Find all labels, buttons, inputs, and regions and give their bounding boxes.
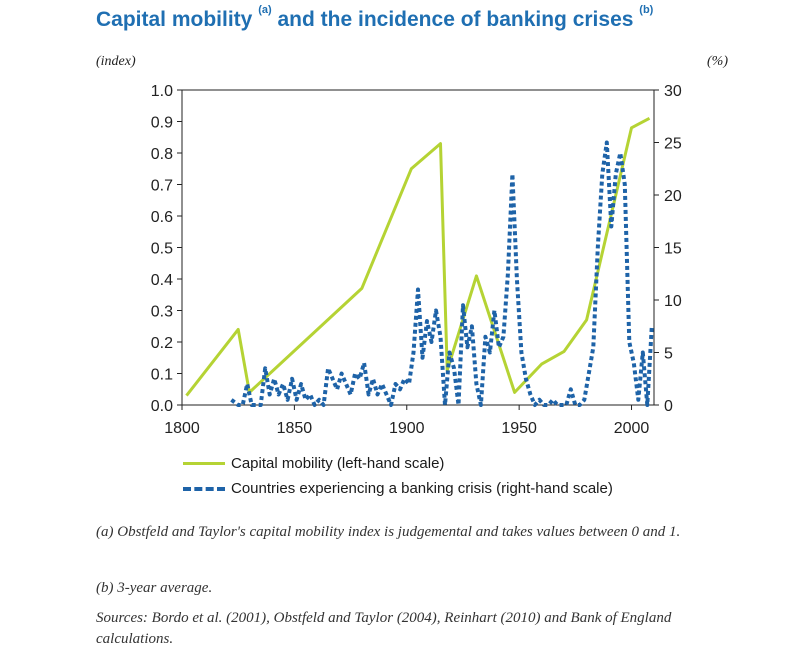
legend-item-capital-mobility: Capital mobility (left-hand scale) bbox=[183, 455, 444, 472]
legend-label-banking-crisis: Countries experiencing a banking crisis … bbox=[231, 480, 613, 497]
right-tick-label: 10 bbox=[664, 293, 682, 310]
left-tick-label: 0.0 bbox=[151, 398, 173, 415]
left-tick-label: 0.4 bbox=[151, 272, 173, 289]
footnote-b: (b) 3-year average. bbox=[96, 580, 213, 596]
right-tick-label: 20 bbox=[664, 188, 682, 205]
plot-frame bbox=[181, 89, 655, 406]
title-footnote-a: (a) bbox=[258, 4, 272, 16]
left-tick-label: 0.7 bbox=[151, 178, 173, 195]
title-footnote-b: (b) bbox=[639, 4, 654, 16]
left-axis-unit: (index) bbox=[96, 54, 136, 69]
left-tick-label: 0.8 bbox=[151, 146, 173, 163]
x-tick-label: 1800 bbox=[164, 420, 200, 437]
legend-swatch-banking-crisis bbox=[183, 486, 225, 491]
legend-swatch-capital-mobility bbox=[183, 462, 225, 465]
chart-title: Capital mobility (a) and the incidence o… bbox=[96, 4, 653, 32]
series-line-capital-mobility bbox=[185, 116, 651, 397]
left-tick-label: 0.3 bbox=[151, 304, 173, 321]
right-tick-label: 5 bbox=[664, 346, 673, 363]
right-tick-label: 25 bbox=[664, 136, 682, 153]
footnote-a: (a) Obstfeld and Taylor's capital mobili… bbox=[96, 524, 681, 540]
title-part-b: and the incidence of banking crises bbox=[277, 8, 634, 31]
left-tick-label: 0.1 bbox=[151, 367, 173, 384]
right-axis-unit: (%) bbox=[707, 54, 728, 69]
left-tick-label: 0.2 bbox=[151, 335, 173, 352]
legend-item-banking-crisis: Countries experiencing a banking crisis … bbox=[183, 480, 613, 497]
chart-area: 0.0 0.1 0.2 0.3 0.4 0.5 0.6 0.7 0.8 0.9 1.0 0 5 10 15 2… bbox=[151, 83, 682, 437]
left-tick-label: 0.5 bbox=[151, 241, 173, 258]
x-tick-label: 2000 bbox=[614, 420, 650, 437]
sources-note: Sources: Bordo et al. (2001), Obstfeld a… bbox=[96, 610, 672, 647]
legend-label-capital-mobility: Capital mobility (left-hand scale) bbox=[231, 455, 445, 472]
left-tick-label: 0.9 bbox=[151, 115, 173, 132]
right-tick-label: 30 bbox=[664, 83, 682, 100]
left-tick-label: 1.0 bbox=[151, 83, 173, 100]
right-tick-label: 15 bbox=[664, 241, 682, 258]
title-part-a: Capital mobility bbox=[96, 8, 253, 31]
right-tick-label: 0 bbox=[664, 398, 673, 415]
left-tick-label: 0.6 bbox=[151, 209, 173, 226]
x-tick-label: 1900 bbox=[389, 420, 425, 437]
x-tick-label: 1950 bbox=[501, 420, 537, 437]
x-tick-label: 1850 bbox=[277, 420, 313, 437]
